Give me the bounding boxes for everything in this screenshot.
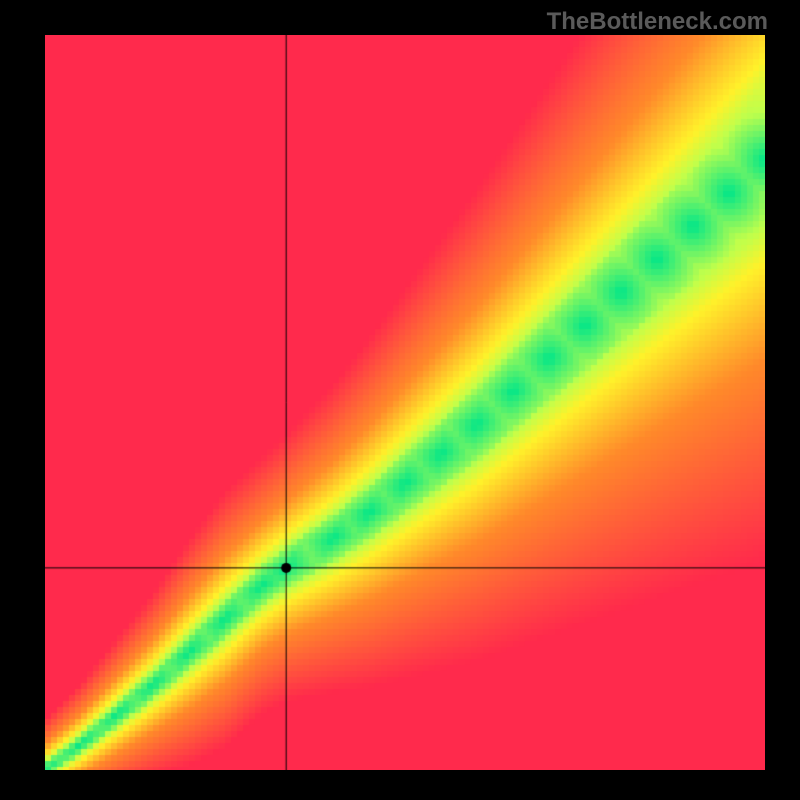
watermark-text: TheBottleneck.com: [547, 8, 768, 36]
heatmap-plot: [45, 35, 765, 770]
chart-container: TheBottleneck.com: [0, 0, 800, 800]
heatmap-canvas: [45, 35, 765, 770]
